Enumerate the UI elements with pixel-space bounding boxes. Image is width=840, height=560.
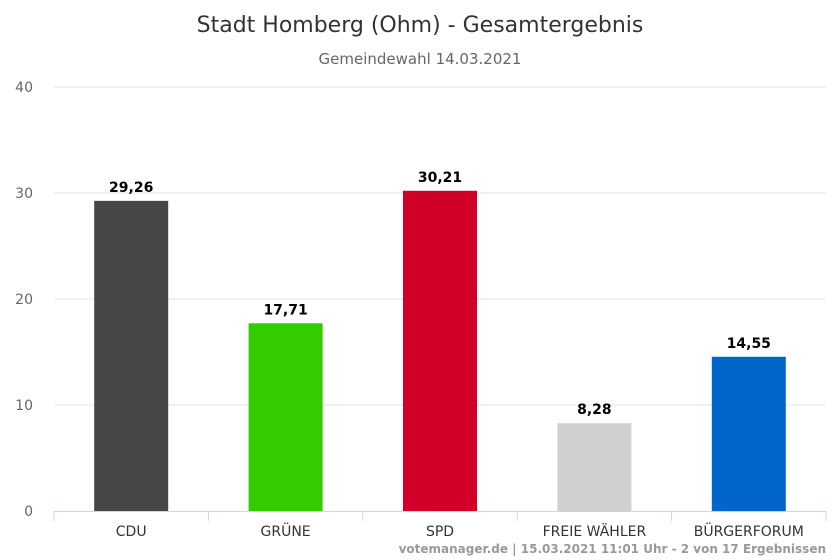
data-label: 17,71 bbox=[263, 302, 307, 318]
y-axis-ticks: 0 10 20 30 40 bbox=[15, 80, 33, 520]
x-category-label: GRÜNE bbox=[261, 522, 311, 540]
data-label: 14,55 bbox=[727, 336, 771, 352]
x-category-label: SPD bbox=[426, 524, 454, 540]
bars: 29,26 17,71 30,21 8,28 14,55 bbox=[94, 170, 786, 512]
y-tick-label: 20 bbox=[15, 292, 33, 308]
credits-text[interactable]: votemanager.de | 15.03.2021 11:01 Uhr - … bbox=[399, 542, 826, 556]
y-tick-label: 0 bbox=[24, 504, 33, 520]
bar[interactable] bbox=[94, 200, 169, 511]
data-label: 8,28 bbox=[577, 402, 612, 418]
bar[interactable] bbox=[557, 423, 632, 511]
x-axis: CDU GRÜNE SPD FREIE WÄHLER BÜRGERFORUM bbox=[53, 511, 827, 540]
chart-title: Stadt Homberg (Ohm) - Gesamtergebnis bbox=[197, 13, 644, 38]
bar[interactable] bbox=[711, 356, 786, 511]
x-category-label: FREIE WÄHLER bbox=[543, 522, 647, 540]
y-tick-label: 40 bbox=[15, 80, 33, 96]
y-tick-label: 10 bbox=[15, 398, 33, 414]
x-category-label: BÜRGERFORUM bbox=[694, 522, 804, 540]
bar[interactable] bbox=[403, 190, 477, 512]
bar[interactable] bbox=[248, 323, 323, 511]
chart-subtitle: Gemeindewahl 14.03.2021 bbox=[319, 50, 522, 68]
y-tick-label: 30 bbox=[15, 186, 33, 202]
data-label: 30,21 bbox=[418, 170, 462, 186]
x-category-label: CDU bbox=[116, 524, 147, 540]
data-label: 29,26 bbox=[109, 180, 153, 196]
